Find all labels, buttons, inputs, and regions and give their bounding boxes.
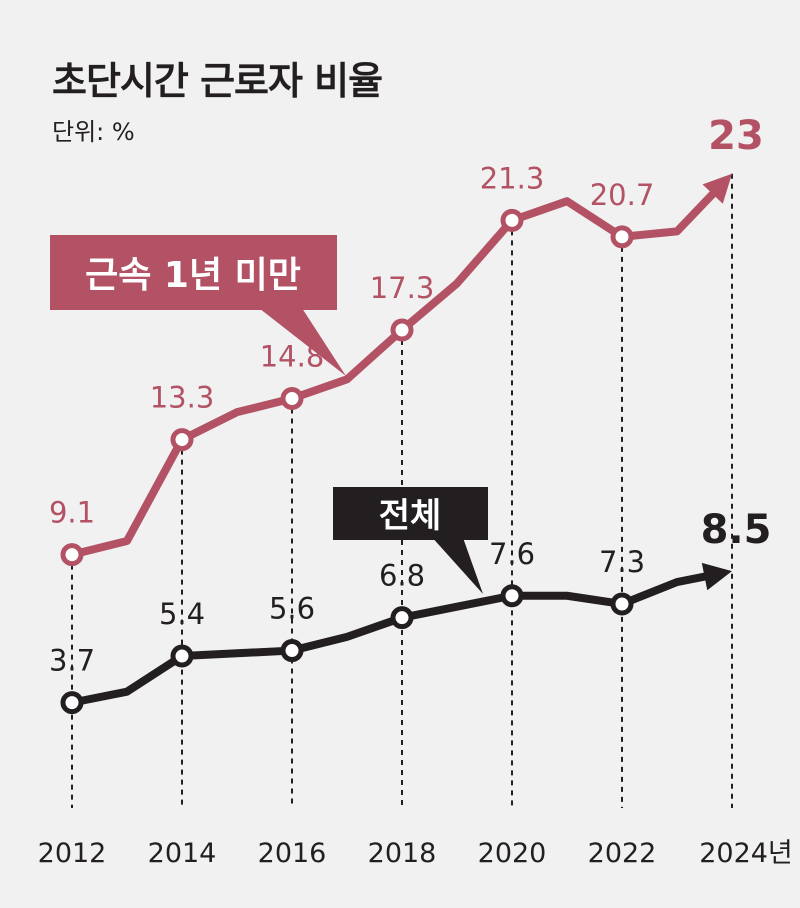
data-point-red-2012 [60, 543, 84, 567]
data-label-black-2014: 5.4 [159, 597, 205, 631]
data-label-red-2012: 9.1 [49, 496, 95, 530]
x-tick-label-2014: 2014 [148, 838, 217, 869]
data-point-red-2014 [170, 428, 194, 452]
arrowhead-red [702, 173, 732, 204]
data-point-red-2018 [390, 318, 414, 342]
unit-label: 단위: % [52, 118, 135, 146]
x-tick-label-2024: 2024년 [699, 838, 793, 869]
callout-box-red [50, 235, 337, 310]
callout-tail-red [255, 305, 346, 376]
data-label-black-2018: 6.8 [379, 559, 425, 593]
data-label-black-2012: 3.7 [49, 644, 95, 678]
data-label-black-2024: 8.5 [701, 507, 772, 553]
data-point-black-2012 [60, 691, 84, 715]
chart-title: 초단시간 근로자 비율 [52, 59, 383, 103]
data-point-black-2016 [280, 639, 304, 663]
data-label-red-2020: 21.3 [480, 161, 545, 195]
data-label-black-2016: 5.6 [269, 592, 315, 626]
data-label-black-2022: 7.3 [599, 545, 645, 579]
legend-label-red: 근속 1년 미만 [85, 255, 301, 296]
data-label-red-2022: 20.7 [590, 178, 655, 212]
data-point-black-2014 [170, 644, 194, 668]
data-label-red-2024: 23 [708, 113, 764, 159]
data-point-black-2022 [610, 592, 634, 616]
data-point-red-2016 [280, 386, 304, 410]
arrowhead-black [701, 562, 732, 591]
data-label-black-2020: 7.6 [489, 537, 535, 571]
data-label-red-2018: 17.3 [370, 271, 435, 305]
data-label-red-2014: 13.3 [150, 381, 215, 415]
series-line-black [71, 571, 712, 707]
x-tick-label-2018: 2018 [368, 838, 437, 869]
data-point-red-2020 [500, 208, 524, 232]
x-tick-label-2012: 2012 [38, 838, 107, 869]
data-label-red-2016: 14.8 [260, 339, 325, 373]
callout-box-black [333, 487, 488, 540]
data-point-black-2020 [500, 584, 524, 608]
data-point-black-2018 [390, 606, 414, 630]
x-tick-label-2022: 2022 [588, 838, 657, 869]
callout-tail-black [430, 535, 483, 594]
x-tick-label-2016: 2016 [258, 838, 327, 869]
x-tick-label-2020: 2020 [478, 838, 547, 869]
legend-label-black: 전체 [379, 496, 442, 536]
data-point-red-2022 [610, 225, 634, 249]
